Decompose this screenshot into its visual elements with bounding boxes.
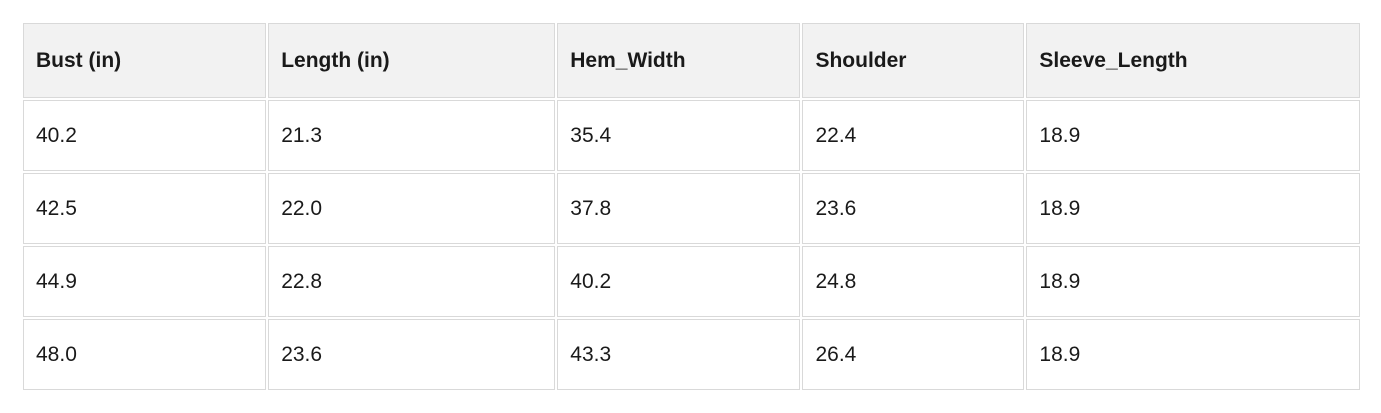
table-row: 48.0 23.6 43.3 26.4 18.9 [23, 319, 1360, 390]
table-cell: 21.3 [268, 100, 556, 171]
table-row: 40.2 21.3 35.4 22.4 18.9 [23, 100, 1360, 171]
table-cell: 43.3 [557, 319, 801, 390]
table-cell: 44.9 [23, 246, 267, 317]
column-header-hem-width: Hem_Width [557, 23, 801, 98]
table-cell: 22.0 [268, 173, 556, 244]
column-header-length: Length (in) [268, 23, 556, 98]
table-cell: 22.4 [802, 100, 1025, 171]
table-cell: 18.9 [1026, 173, 1360, 244]
table-body: 40.2 21.3 35.4 22.4 18.9 42.5 22.0 37.8 … [23, 100, 1360, 390]
table-row: 44.9 22.8 40.2 24.8 18.9 [23, 246, 1360, 317]
size-measurements-table: Bust (in) Length (in) Hem_Width Shoulder… [21, 21, 1362, 392]
table-cell: 24.8 [802, 246, 1025, 317]
table-cell: 48.0 [23, 319, 267, 390]
table-cell: 26.4 [802, 319, 1025, 390]
column-header-bust: Bust (in) [23, 23, 267, 98]
table-cell: 40.2 [557, 246, 801, 317]
column-header-sleeve-length: Sleeve_Length [1026, 23, 1360, 98]
table-cell: 23.6 [268, 319, 556, 390]
table-cell: 18.9 [1026, 100, 1360, 171]
table-cell: 18.9 [1026, 319, 1360, 390]
table-header-row: Bust (in) Length (in) Hem_Width Shoulder… [23, 23, 1360, 98]
table-cell: 42.5 [23, 173, 267, 244]
table-row: 42.5 22.0 37.8 23.6 18.9 [23, 173, 1360, 244]
table-cell: 37.8 [557, 173, 801, 244]
column-header-shoulder: Shoulder [802, 23, 1025, 98]
table-cell: 23.6 [802, 173, 1025, 244]
table-cell: 40.2 [23, 100, 267, 171]
table-cell: 22.8 [268, 246, 556, 317]
table-row: Bust (in) Length (in) Hem_Width Shoulder… [23, 23, 1360, 98]
table-cell: 18.9 [1026, 246, 1360, 317]
table-cell: 35.4 [557, 100, 801, 171]
